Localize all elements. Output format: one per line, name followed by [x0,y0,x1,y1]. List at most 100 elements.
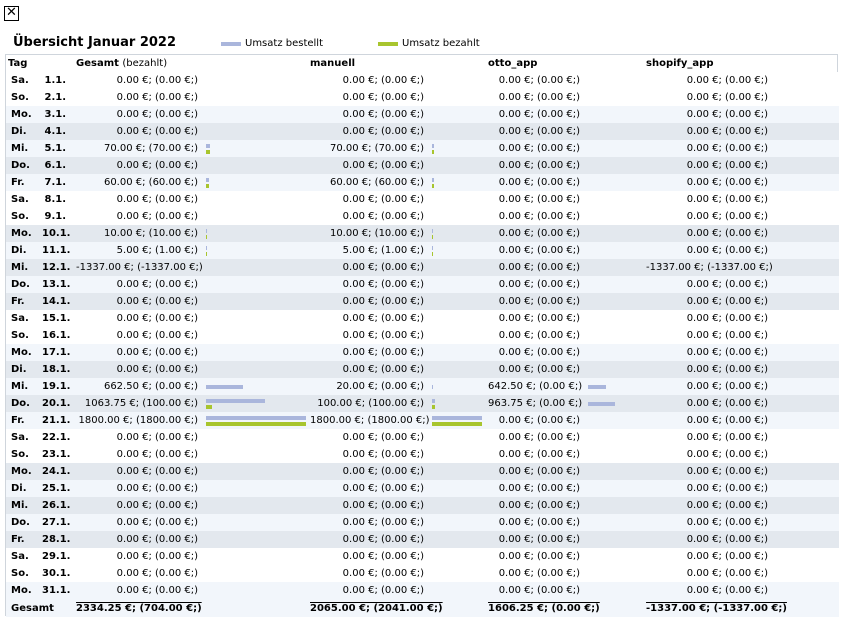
row-otto-bar [586,140,645,157]
row-manuell-value: 70.00 €; (70.00 €;) [308,140,431,157]
ordered-bar [206,245,208,250]
row-otto-bar [586,446,645,463]
row-manuell-bar-bars [432,108,486,122]
row-shopify-bar [774,225,840,242]
footer-otto-app: 1606.25 €; (0.00 €;) [488,602,600,614]
row-otto-bar [586,106,645,123]
row-manuell-bar [430,174,487,191]
footer-row: Gesamt 2334.25 €; (704.00 €;) 2065.00 €;… [6,599,840,617]
header-shopify-app: shopify_app [646,58,714,69]
row-shopify-bar [774,463,840,480]
row-total-value: 0.00 €; (0.00 €;) [74,276,205,293]
table-row: Mo. 17.1. 0.00 €; (0.00 €;) 0.00 €; (0.00 €… [6,344,840,361]
sales-table: Tag Gesamt (bezahlt) manuell otto_app sh… [6,55,840,617]
row-manuell-bar [430,157,487,174]
row-total-bar [204,310,309,327]
row-manuell-bar [430,242,487,259]
row-total-bar [204,361,309,378]
row-manuell-value: 0.00 €; (0.00 €;) [308,89,431,106]
row-otto-bar-bars [588,244,644,258]
row-date: 4.1. [40,123,75,140]
row-manuell-value: 0.00 €; (0.00 €;) [308,446,431,463]
row-date: 16.1. [40,327,75,344]
row-otto-value: 0.00 €; (0.00 €;) [486,412,587,429]
row-shopify-value: 0.00 €; (0.00 €;) [644,293,775,310]
table-row: Mo. 3.1. 0.00 €; (0.00 €;) 0.00 €; (0.00 €;… [6,106,840,123]
row-shopify-bar [774,531,840,548]
row-manuell-bar [430,276,487,293]
row-otto-bar [586,276,645,293]
row-date: 23.1. [40,446,75,463]
row-manuell-bar [430,463,487,480]
row-manuell-bar [430,123,487,140]
row-weekday: Mo. [6,106,40,123]
row-total-bar-bars [206,431,308,445]
row-otto-bar-bars [588,295,644,309]
row-otto-bar [586,429,645,446]
row-otto-value: 0.00 €; (0.00 €;) [486,531,587,548]
row-manuell-bar-bars [432,91,486,105]
row-otto-bar-bars [588,125,644,139]
row-manuell-bar-bars [432,414,486,428]
paid-bar [206,251,208,256]
row-date: 28.1. [40,531,75,548]
row-total-value: 1800.00 €; (1800.00 €;) [74,412,205,429]
row-shopify-value: 0.00 €; (0.00 €;) [644,497,775,514]
row-total-bar-bars [206,346,308,360]
row-total-bar-bars [206,91,308,105]
row-total-value: 5.00 €; (1.00 €;) [74,242,205,259]
row-manuell-bar [430,140,487,157]
row-otto-bar [586,89,645,106]
row-total-bar [204,89,309,106]
row-shopify-value: 0.00 €; (0.00 €;) [644,225,775,242]
row-manuell-bar [430,344,487,361]
row-total-bar-bars [206,159,308,173]
sales-table-container: Tag Gesamt (bezahlt) manuell otto_app sh… [5,54,840,617]
row-total-bar [204,157,309,174]
row-shopify-value: 0.00 €; (0.00 €;) [644,344,775,361]
row-weekday: Mi. [6,140,40,157]
row-shopify-value: 0.00 €; (0.00 €;) [644,191,775,208]
row-shopify-bar [774,344,840,361]
row-otto-bar [586,361,645,378]
paid-bar [432,404,436,409]
table-row: Do. 27.1. 0.00 €; (0.00 €;) 0.00 €; (0.00 €… [6,514,840,531]
row-manuell-bar-bars [432,227,486,241]
row-manuell-value: 0.00 €; (0.00 €;) [308,327,431,344]
row-total-bar-bars [206,227,308,241]
row-manuell-value: 0.00 €; (0.00 €;) [308,293,431,310]
row-shopify-bar [774,157,840,174]
row-otto-value: 0.00 €; (0.00 €;) [486,446,587,463]
row-otto-bar [586,174,645,191]
row-manuell-bar-bars [432,125,486,139]
row-shopify-bar [774,310,840,327]
row-otto-value: 0.00 €; (0.00 €;) [486,123,587,140]
row-manuell-bar [430,395,487,412]
row-manuell-bar [430,310,487,327]
row-manuell-bar-bars [432,397,486,411]
row-shopify-value: 0.00 €; (0.00 €;) [644,327,775,344]
row-manuell-bar-bars [432,244,486,258]
row-total-value: 0.00 €; (0.00 €;) [74,157,205,174]
row-total-bar-bars [206,125,308,139]
ordered-bar [432,384,434,389]
row-weekday: So. [6,208,40,225]
row-shopify-bar [774,242,840,259]
row-date: 2.1. [40,89,75,106]
table-row: Di. 11.1. 5.00 €; (1.00 €;) 5.00 €; (1.00 €… [6,242,840,259]
row-otto-value: 0.00 €; (0.00 €;) [486,72,587,89]
paid-bar [432,251,434,256]
close-button[interactable]: ✕ [4,6,19,21]
row-shopify-bar [774,480,840,497]
row-total-value: 70.00 €; (70.00 €;) [74,140,205,157]
row-shopify-value: 0.00 €; (0.00 €;) [644,514,775,531]
row-shopify-bar [774,123,840,140]
row-otto-value: 0.00 €; (0.00 €;) [486,242,587,259]
row-manuell-value: 10.00 €; (10.00 €;) [308,225,431,242]
paid-bar [206,421,307,426]
row-manuell-value: 0.00 €; (0.00 €;) [308,531,431,548]
row-total-bar [204,582,309,599]
row-otto-bar-bars [588,516,644,530]
row-manuell-bar [430,446,487,463]
row-otto-bar-bars [588,414,644,428]
